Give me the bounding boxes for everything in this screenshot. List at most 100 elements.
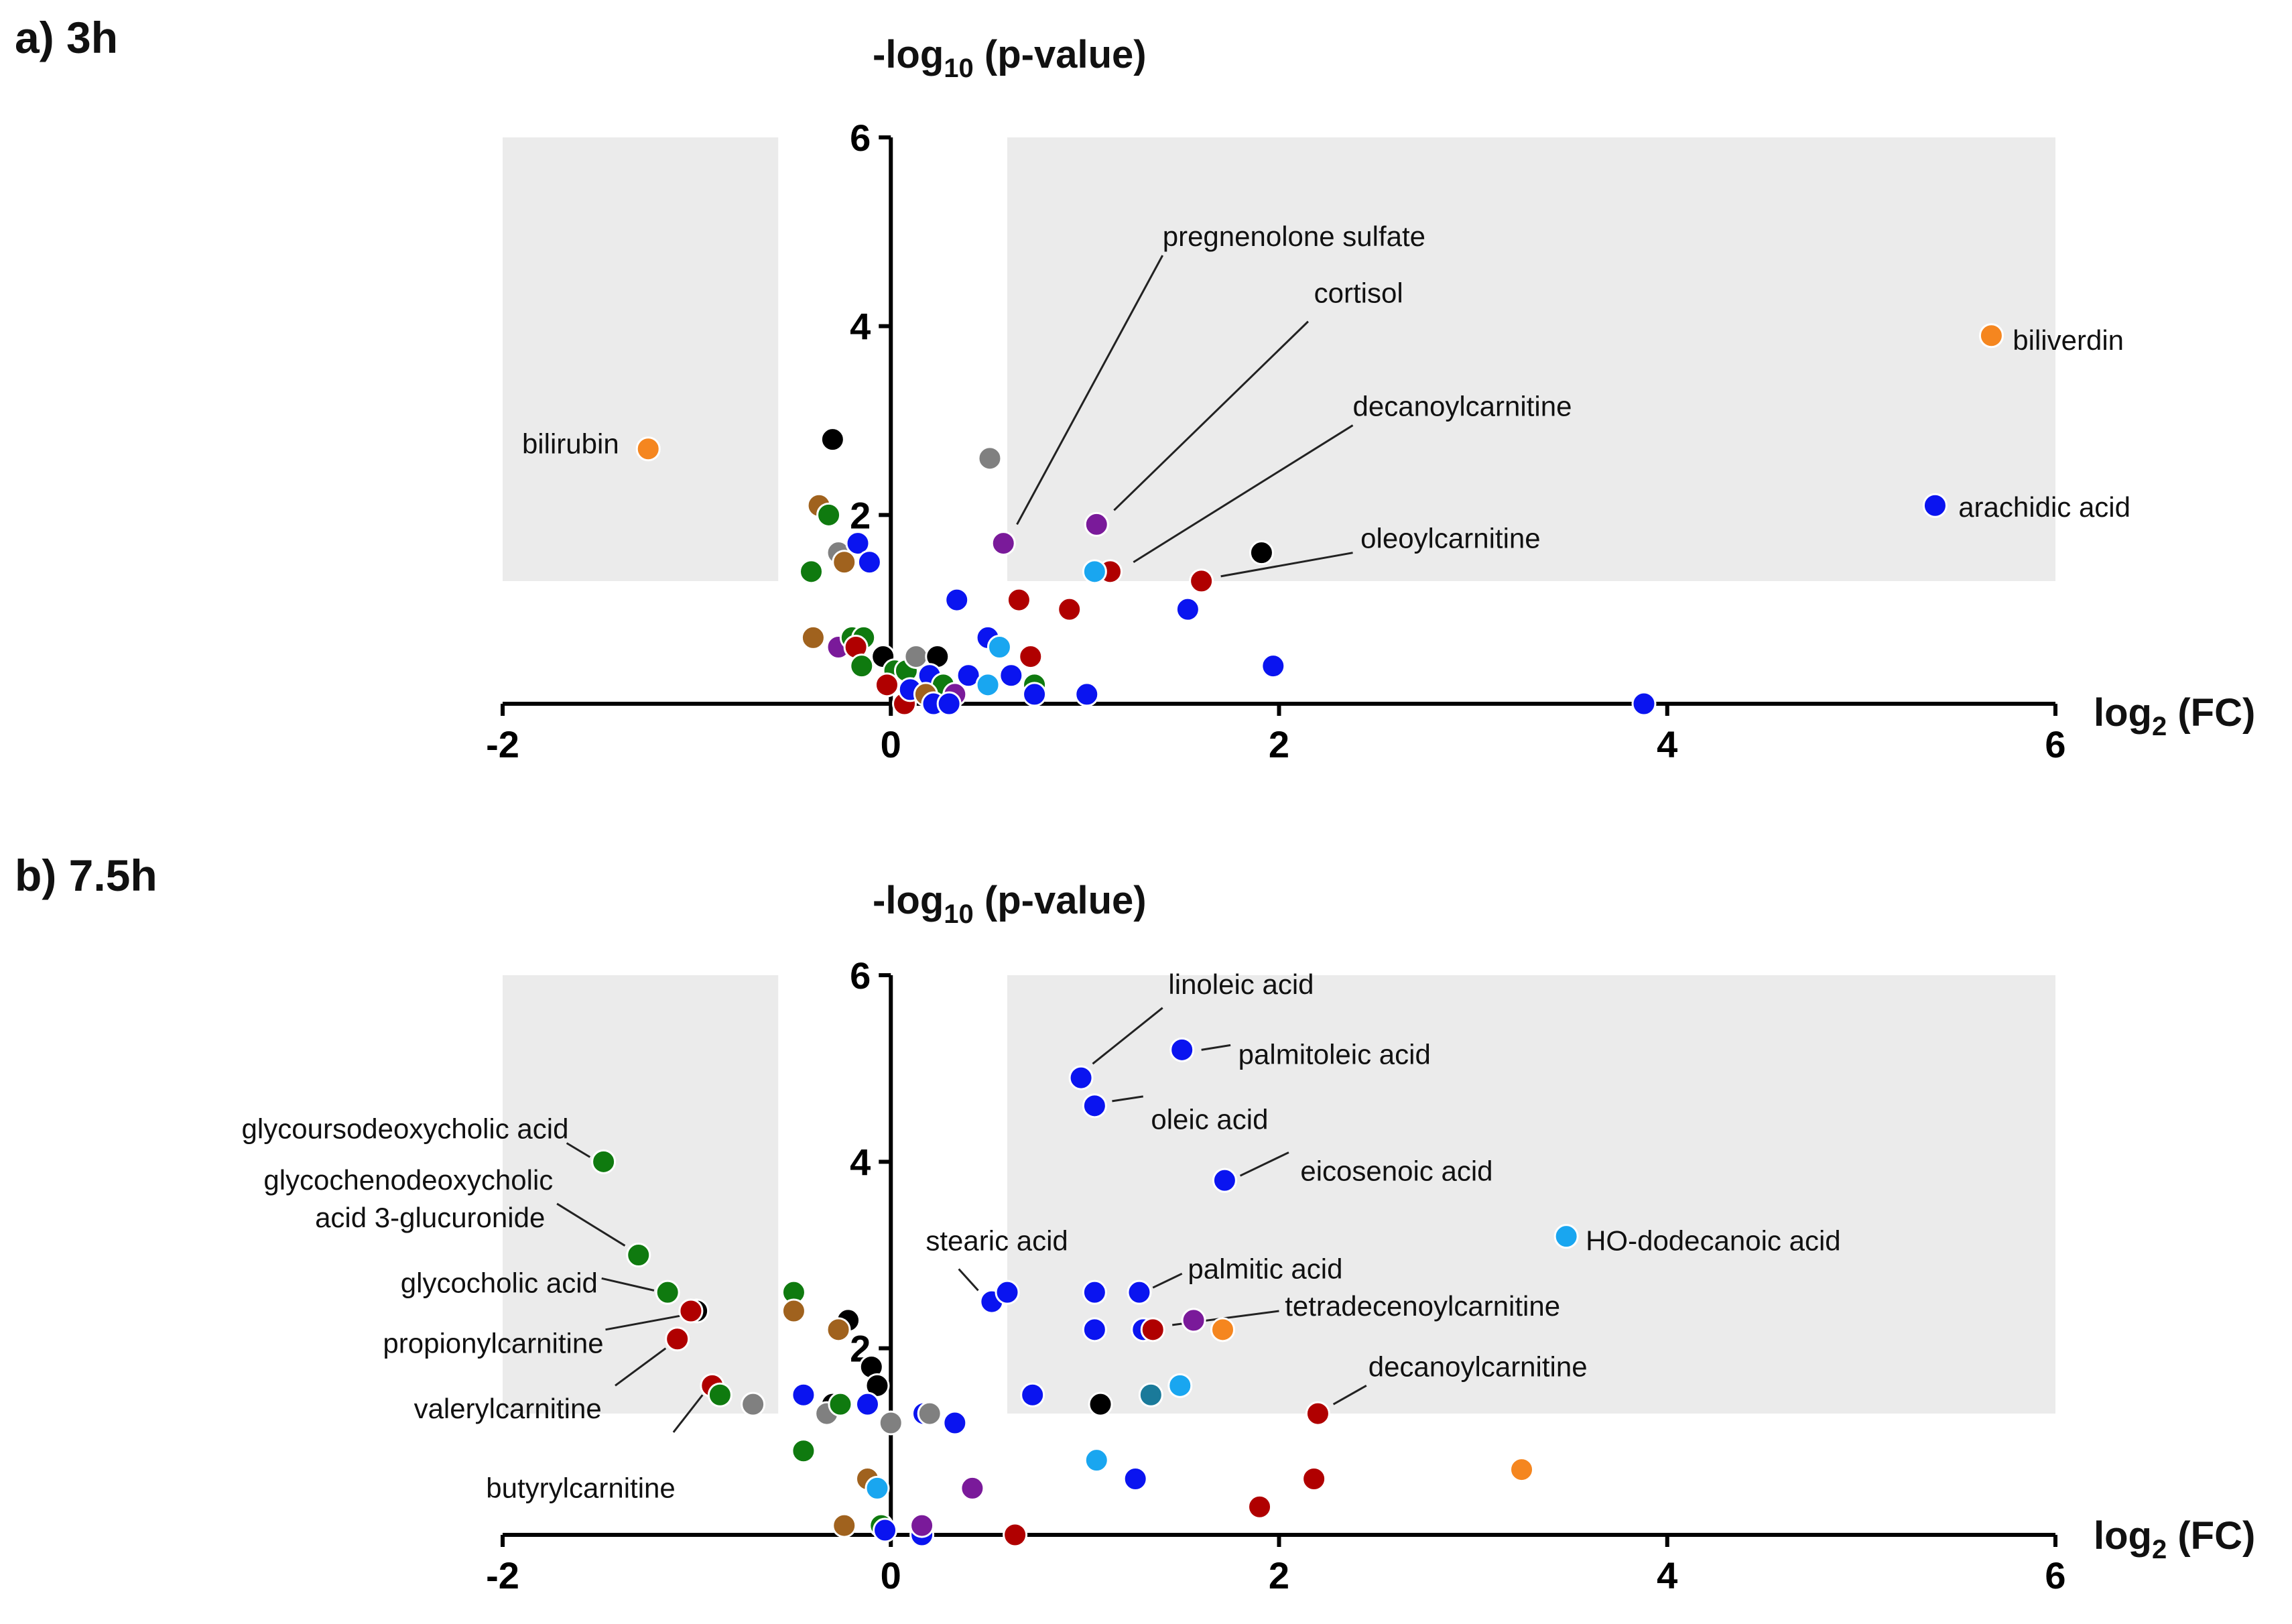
panel-a-y-axis-title: -log10 (p-value) [873, 33, 1147, 83]
panel-b-data-point [591, 1149, 617, 1174]
panel-b-annotation: decanoylcarnitine [1368, 1351, 1588, 1383]
panel-a-x-tick-label: 6 [2045, 723, 2065, 765]
panel-b-annotation: butyrylcarnitine [486, 1472, 675, 1503]
panel-a-annotation: oleoylcarnitine [1360, 523, 1541, 554]
panel-a-data-point [1631, 691, 1657, 716]
panel-b-data-point [873, 1517, 898, 1543]
panel-b-data-point [909, 1513, 935, 1538]
panel-b-data-point [655, 1279, 680, 1305]
panel-b-annotation: linoleic acid [1168, 969, 1314, 1000]
panel-a-x-tick-label: 0 [881, 723, 901, 765]
panel-b-data-point [1020, 1382, 1045, 1408]
panel-b-data-point [1068, 1065, 1094, 1090]
panel-b-annotation: acid 3-glucuronide [315, 1202, 545, 1233]
panel-b-annotation: valerylcarnitine [414, 1393, 602, 1424]
panel-a-data-point [1189, 568, 1214, 594]
panel-b-leader-line [672, 1394, 704, 1433]
panel-b-data-point [791, 1438, 816, 1464]
panel-b-data-point [1127, 1279, 1152, 1305]
panel-a-data-point [991, 531, 1016, 556]
panel-a-data-point [1022, 682, 1047, 707]
panel-a-data-point [999, 663, 1024, 688]
panel-b-data-point [878, 1410, 903, 1436]
panel-b-data-point [1301, 1466, 1327, 1491]
panel-a-x-axis-title: log2 (FC) [2094, 691, 2256, 741]
panel-a-annotation: arachidic acid [1958, 491, 2130, 523]
panel-b-data-point [1210, 1317, 1236, 1342]
panel-a-y-tick-label: 4 [850, 306, 871, 348]
panel-a-data-point [1261, 653, 1286, 679]
panel-b-data-point [1167, 1373, 1193, 1398]
panel-b-data-point [1084, 1448, 1109, 1473]
panel-b-data-point [854, 1391, 880, 1417]
panel-a-data-point [1978, 323, 2004, 349]
panel-b-annotation: oleic acid [1151, 1104, 1268, 1135]
panel-b-x-tick-label: 6 [2045, 1554, 2065, 1597]
panel-a-data-point [1018, 644, 1043, 670]
panel-a-leader-line [1220, 552, 1353, 578]
panel-b-leader-line [1332, 1385, 1367, 1406]
panel-b-data-point [865, 1475, 890, 1501]
panel-b-annotation: palmitic acid [1188, 1253, 1342, 1284]
panel-a-data-point [799, 559, 824, 584]
panel-b-shaded-region-1 [503, 975, 779, 1414]
panel-b-leader-line [958, 1268, 979, 1292]
panel-b-leader-line [1112, 1095, 1143, 1103]
panel-a-data-point [1074, 682, 1100, 707]
panel-b-data-point [1181, 1308, 1206, 1333]
panel-b-data-point [707, 1382, 733, 1408]
panel-b-data-point [1509, 1457, 1535, 1483]
panel-a-y-tick-label: 2 [850, 494, 871, 536]
panel-a-data-point [832, 550, 857, 575]
panel-b-data-point [828, 1391, 853, 1417]
panel-b-leader-line [601, 1277, 655, 1292]
panel-a-data-point [816, 502, 842, 527]
panel-b-leader-line [1092, 1007, 1163, 1065]
panel-b-y-tick-label: 4 [850, 1141, 871, 1183]
panel-a-data-point [1249, 540, 1274, 566]
panel-b-data-point [781, 1298, 806, 1324]
panel-a-data-point [1175, 597, 1200, 622]
panel-a-data-point [800, 625, 826, 650]
panel-a-data-point [856, 550, 882, 575]
panel-a-label: a) 3h [15, 13, 119, 62]
panel-a-x-tick-label: -2 [486, 723, 519, 765]
panel-a-data-point [874, 672, 899, 698]
panel-b-y-tick-label: 6 [850, 954, 871, 997]
panel-b-data-point [826, 1317, 851, 1342]
panel-b-data-point [995, 1279, 1020, 1305]
panel-b-data-point [791, 1382, 816, 1408]
panel-a-data-point [1006, 587, 1031, 613]
panel-b-data-point [960, 1475, 985, 1501]
panel-b-data-point [1082, 1093, 1107, 1119]
panel-a-data-point [986, 635, 1012, 660]
panel-b-leader-line [1152, 1272, 1183, 1289]
panel-a-x-tick-label: 2 [1269, 723, 1289, 765]
panel-b-leader-line [1201, 1044, 1231, 1051]
panel-b-leader-line [615, 1347, 667, 1387]
panel-a-annotation: cortisol [1314, 277, 1403, 308]
panel-b-data-point [741, 1391, 766, 1417]
panel-b-annotation: palmitoleic acid [1238, 1038, 1431, 1070]
panel-b-x-tick-label: 2 [1269, 1554, 1289, 1597]
panel-b-data-point [1082, 1279, 1107, 1305]
panel-a-data-point [944, 587, 970, 613]
panel-b-data-point [1212, 1168, 1237, 1193]
panel-a-data-point [936, 691, 962, 716]
panel-b-leader-line [566, 1142, 591, 1158]
panel-b-annotation: glycoursodeoxycholic acid [242, 1113, 569, 1145]
panel-b-leader-line [556, 1202, 626, 1247]
panel-b-annotation: eicosenoic acid [1300, 1155, 1492, 1186]
panel-a-data-point [635, 436, 661, 462]
panel-a-data-point [849, 653, 875, 679]
panel-b-x-tick-label: -2 [486, 1554, 519, 1597]
panel-b-data-point [1553, 1224, 1579, 1249]
panel-a-annotation: decanoylcarnitine [1353, 390, 1572, 422]
panel-a-annotation: pregnenolone sulfate [1163, 221, 1425, 252]
panel-b-annotation: stearic acid [926, 1225, 1068, 1257]
panel-b-data-point [1169, 1037, 1195, 1062]
panel-a-data-point [975, 672, 1001, 698]
panel-a-data-point [1084, 511, 1109, 537]
panel-a-data-point [1057, 597, 1082, 622]
panel-b-data-point [1140, 1317, 1165, 1342]
